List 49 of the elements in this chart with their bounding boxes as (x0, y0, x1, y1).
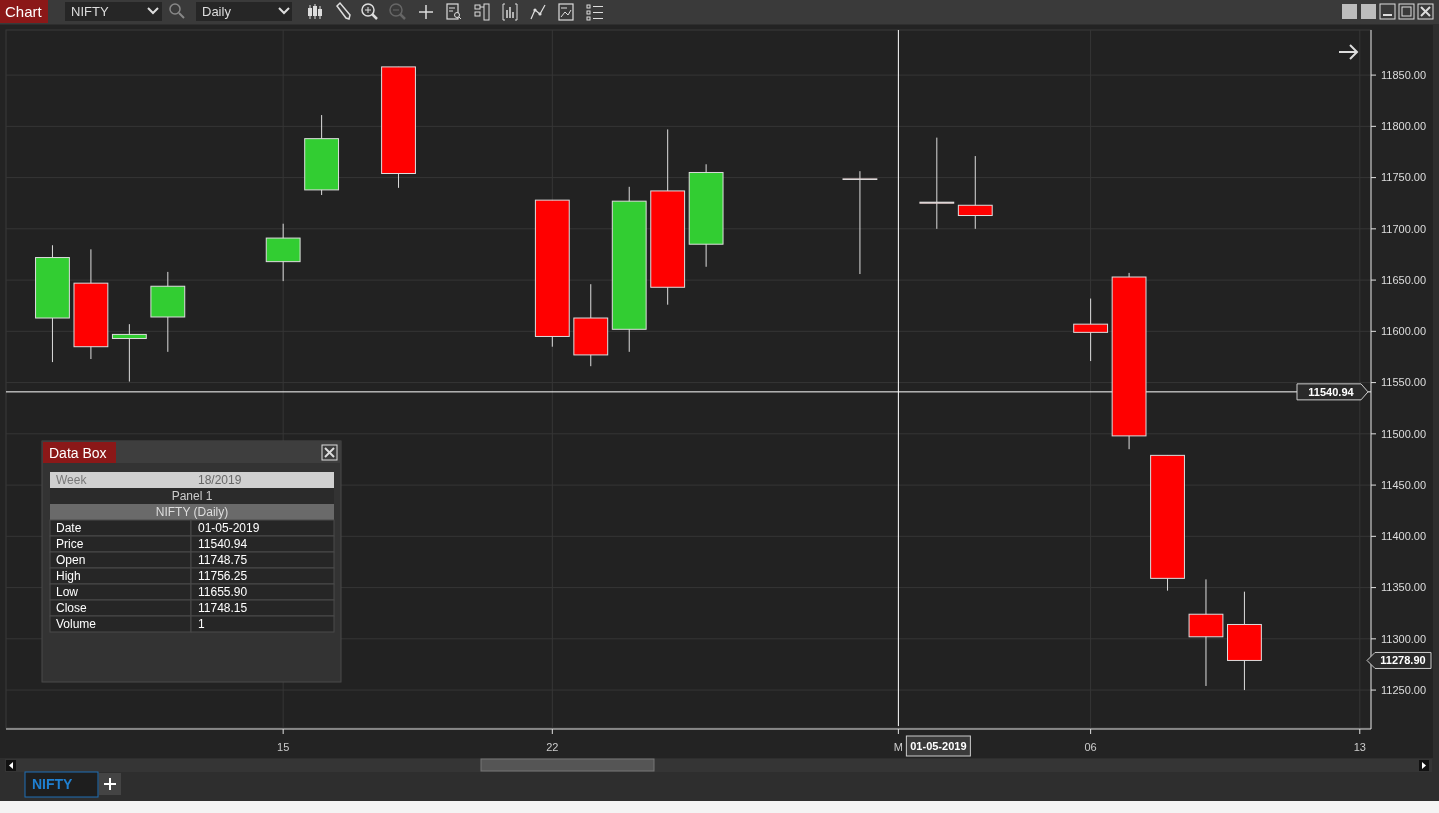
y-tick-label: 11650.00 (1381, 273, 1427, 286)
annotation: 11748.15 (198, 601, 248, 615)
text: Chart (5, 3, 43, 20)
y-tick-label: 11400.00 (1381, 530, 1427, 543)
x-tick-label: 06 (1084, 741, 1097, 753)
x-tick-label: 13 (1353, 741, 1366, 753)
ref-line-label: 01-05-2019 (910, 740, 967, 752)
annotation: 1 (198, 617, 205, 631)
y-tick-label: 11550.00 (1381, 376, 1427, 389)
y-tick-label: 11350.00 (1381, 581, 1427, 594)
annotation: Low (56, 585, 79, 599)
x-tick-label: 22 (546, 741, 559, 753)
y-tick-label: 11300.00 (1381, 632, 1427, 645)
annotation: Price (56, 537, 84, 551)
text: NIFTY (71, 4, 109, 19)
annotation: 11748.75 (198, 553, 248, 567)
candlestick (1073, 298, 1109, 362)
x-tick-label: M (893, 741, 903, 753)
annotation: Data Box (49, 445, 107, 461)
y-tick-label: 11750.00 (1381, 171, 1427, 184)
annotation: Open (56, 553, 86, 567)
y-tick-label: 11800.00 (1381, 120, 1427, 133)
candlestick (919, 137, 955, 230)
ref-line-label: 11540.94 (1308, 385, 1355, 398)
annotation: Date (56, 521, 82, 535)
candlestick (957, 155, 993, 230)
text: NIFTY (32, 776, 74, 792)
annotation: 11655.90 (198, 585, 248, 599)
x-tick-label: 15 (277, 741, 290, 753)
annotation: 11756.25 (198, 569, 248, 583)
annotation: Close (56, 601, 88, 615)
text: Daily (202, 4, 232, 19)
y-tick-label: 11700.00 (1381, 222, 1427, 235)
annotation: Week (56, 473, 88, 487)
annotation: NIFTY (Daily) (155, 505, 229, 519)
annotation: 11540.94 (198, 537, 248, 551)
annotation: Volume (56, 617, 97, 631)
y-tick-label: 11500.00 (1381, 427, 1427, 440)
annotation: 01-05-2019 (198, 521, 260, 535)
y-tick-label: 11850.00 (1381, 68, 1427, 81)
y-tick-label: 11450.00 (1381, 478, 1427, 491)
text: 11278.90 (1380, 654, 1426, 667)
candlestick (842, 170, 878, 275)
y-tick-label: 11600.00 (1381, 325, 1427, 338)
annotation: Panel 1 (171, 489, 213, 503)
candlestick (111, 323, 147, 383)
annotation: 18/2019 (198, 473, 242, 487)
y-tick-label: 11250.00 (1381, 683, 1427, 696)
annotation: High (56, 569, 81, 583)
